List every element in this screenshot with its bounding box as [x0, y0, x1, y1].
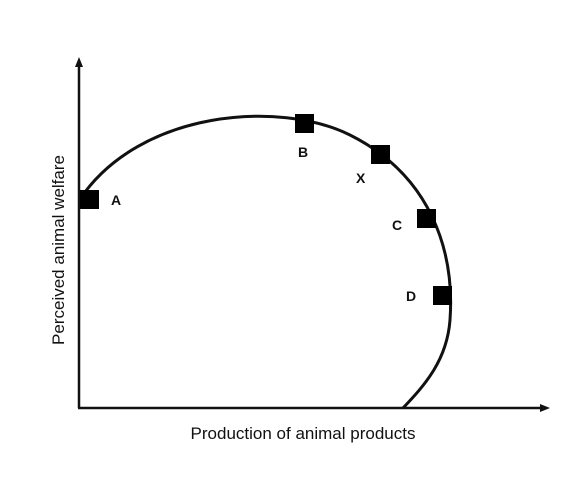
point-label-c: C [392, 217, 402, 233]
point-marker-c [417, 209, 436, 228]
y-axis-label: Perceived animal welfare [49, 155, 68, 345]
point-label-b: B [298, 144, 308, 160]
welfare-curve [78, 114, 453, 410]
point-marker-a [80, 190, 99, 209]
point-label-a: A [111, 192, 121, 208]
point-label-x: X [356, 170, 366, 186]
point-marker-b [295, 114, 314, 133]
point-label-d: D [406, 288, 416, 304]
point-marker-d [433, 286, 452, 305]
point-marker-x [371, 145, 390, 164]
x-axis-label: Production of animal products [191, 424, 416, 443]
